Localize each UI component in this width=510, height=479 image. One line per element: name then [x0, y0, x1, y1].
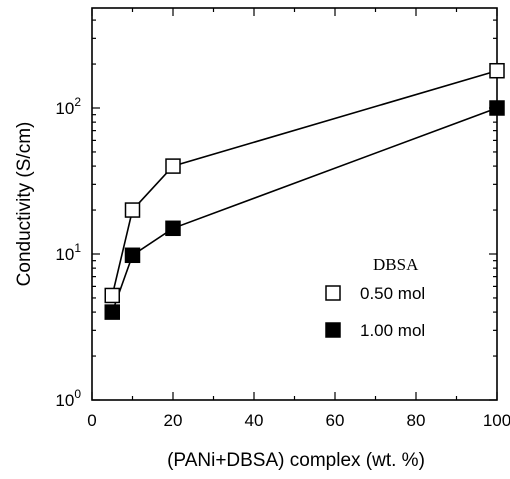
open-square-marker — [104, 287, 120, 304]
series-markers — [104, 62, 505, 320]
y-tick-label: 101 — [55, 241, 81, 264]
y-tick-label: 100 — [55, 387, 81, 410]
series-lines — [111, 69, 498, 313]
legend: DBSA 0.50 mol 1.00 mol — [325, 255, 425, 340]
filled-square-marker — [165, 220, 181, 237]
y-axis-title: Conductivity (S/cm) — [14, 122, 35, 287]
filled-square-marker — [104, 304, 120, 320]
y-tick-label: 102 — [55, 95, 81, 118]
x-tick-label: 60 — [326, 411, 345, 430]
axis-ticks — [91, 8, 498, 401]
legend-label: 0.50 mol — [360, 284, 425, 303]
filled-square-marker — [124, 247, 141, 264]
series-line-1 — [111, 69, 498, 296]
legend-label: 1.00 mol — [360, 321, 425, 340]
legend-open-square — [325, 285, 341, 301]
plot-frame — [91, 7, 498, 401]
y-tick-labels: 100 101 102 — [55, 95, 81, 410]
series-line-2 — [111, 107, 498, 313]
x-tick-label: 20 — [164, 411, 183, 430]
x-tick-label: 100 — [483, 411, 510, 430]
open-square-marker — [165, 158, 181, 174]
open-square-marker — [489, 62, 505, 79]
x-tick-label: 80 — [407, 411, 426, 430]
open-square-marker — [124, 202, 141, 218]
legend-filled-square — [325, 322, 341, 338]
filled-square-marker — [489, 100, 505, 116]
legend-title: DBSA — [373, 255, 419, 274]
x-axis-title: (PANi+DBSA) complex (wt. %) — [167, 450, 425, 471]
x-tick-label: 0 — [87, 411, 96, 430]
x-tick-label: 40 — [245, 411, 264, 430]
x-tick-labels: 0 20 40 60 80 100 — [87, 411, 510, 430]
